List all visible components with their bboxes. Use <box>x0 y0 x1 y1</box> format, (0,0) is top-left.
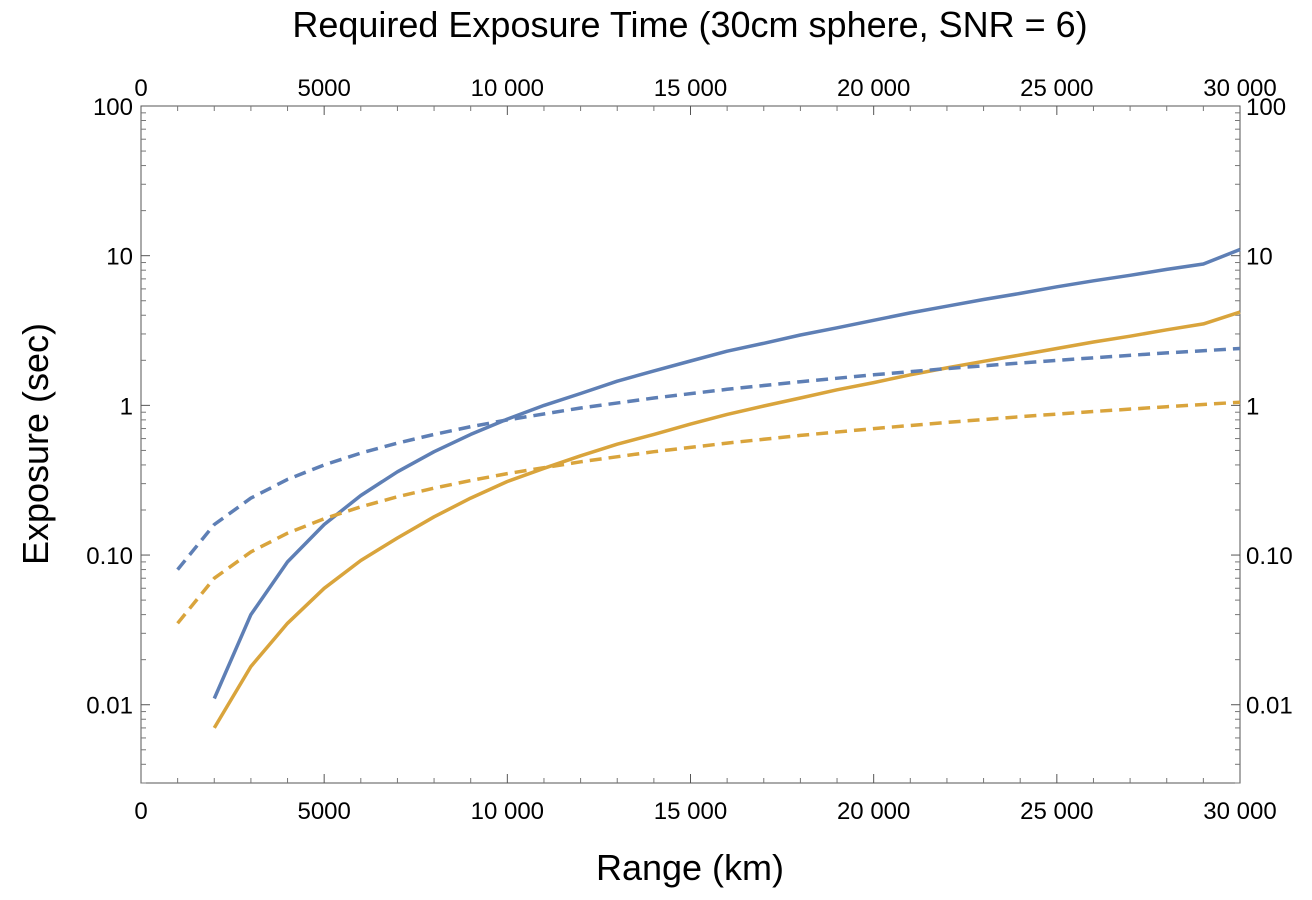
x-tick-label-bottom: 20 000 <box>837 798 910 825</box>
series-line-4-dashed <box>176 400 1241 625</box>
x-tick-label-bottom: 10 000 <box>471 798 544 825</box>
x-tick-label-top: 30 000 <box>1203 75 1276 102</box>
series-line-1-solid <box>212 247 1241 700</box>
x-axis-label: Range (km) <box>596 847 784 888</box>
y-tick-label-left: 0.01 <box>86 693 133 720</box>
y-tick-label-right: 10 <box>1246 244 1273 271</box>
y-tick-label-left: 0.10 <box>86 543 133 570</box>
x-tick-label-bottom: 5000 <box>297 798 350 825</box>
y-tick-label-left: 1 <box>120 393 133 420</box>
y-tick-label-right: 1 <box>1246 393 1259 420</box>
x-tick-label-top: 20 000 <box>837 75 910 102</box>
series-line-3-dashed <box>176 346 1241 571</box>
x-tick-label-bottom: 15 000 <box>654 798 727 825</box>
x-tick-label-bottom: 0 <box>134 798 147 825</box>
y-tick-label-right: 0.01 <box>1246 693 1293 720</box>
x-tick-label-top: 0 <box>134 75 147 102</box>
y-tick-label-left: 100 <box>93 94 133 121</box>
plot-frame <box>140 105 1241 784</box>
y-axis-label: Exposure (sec) <box>15 323 56 565</box>
x-tick-label-bottom: 25 000 <box>1020 798 1093 825</box>
x-tick-label-top: 10 000 <box>471 75 544 102</box>
series-line-2-solid <box>212 310 1241 729</box>
y-tick-label-right: 0.10 <box>1246 543 1293 570</box>
x-tick-label-top: 15 000 <box>654 75 727 102</box>
chart-title: Required Exposure Time (30cm sphere, SNR… <box>292 4 1087 45</box>
x-tick-label-top: 25 000 <box>1020 75 1093 102</box>
series-layer <box>176 247 1241 729</box>
x-tick-label-bottom: 30 000 <box>1203 798 1276 825</box>
y-tick-label-right: 100 <box>1246 94 1286 121</box>
ticks: 0 0 5000 5000 10 000 10 000 15 000 15 000 20 000… <box>86 75 1292 825</box>
y-tick-label-left: 10 <box>106 244 133 271</box>
x-tick-label-top: 5000 <box>297 75 350 102</box>
